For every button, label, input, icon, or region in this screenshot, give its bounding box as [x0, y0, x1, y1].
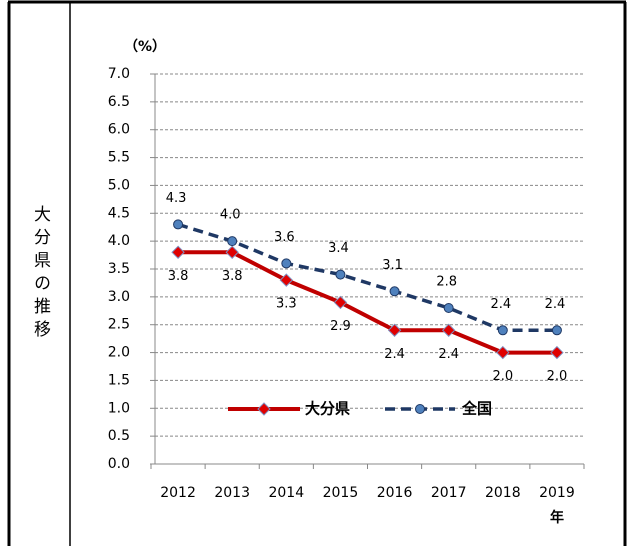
y-tick-label: 0.5	[108, 428, 130, 444]
x-tick-label: 2014	[268, 485, 304, 501]
data-point	[551, 325, 562, 336]
y-tick-label: 0.0	[108, 456, 130, 472]
series-line	[178, 250, 557, 355]
legend-label: 全国	[461, 400, 492, 418]
data-label: 2.4	[545, 297, 566, 312]
y-tick-label: 1.5	[108, 372, 130, 388]
y-tick-label: 3.0	[108, 289, 130, 305]
data-label: 2.4	[438, 347, 459, 362]
data-point	[496, 345, 510, 360]
y-tick-label: 3.5	[108, 261, 130, 277]
x-tick-label: 2015	[323, 485, 359, 501]
data-label: 4.0	[220, 208, 241, 223]
data-point	[279, 273, 294, 287]
y-tick-label: 6.0	[108, 122, 130, 138]
unit-label: （%）	[124, 39, 166, 55]
legend-marker	[257, 402, 271, 416]
data-label: 3.6	[274, 230, 295, 245]
row-label: 大分県の推移	[30, 205, 50, 343]
data-point	[225, 245, 239, 259]
data-point	[443, 303, 454, 313]
data-point	[387, 323, 402, 337]
data-label: 2.4	[384, 347, 405, 362]
y-tick-label: 5.5	[108, 150, 130, 166]
data-point	[333, 295, 348, 310]
data-label: 3.3	[276, 297, 297, 312]
x-tick-label: 2013	[214, 485, 250, 501]
data-label: 3.8	[222, 269, 243, 284]
data-point	[389, 286, 400, 297]
legend-marker	[415, 404, 425, 414]
y-tick-label: 6.5	[108, 94, 130, 110]
y-tick-label: 5.0	[108, 177, 130, 193]
data-label: 3.8	[168, 269, 189, 284]
y-tick-label: 2.5	[108, 317, 130, 333]
data-label: 2.8	[436, 275, 457, 290]
x-tick-label: 2017	[431, 485, 467, 501]
data-point	[335, 269, 346, 280]
series-line	[177, 222, 557, 333]
data-label: 2.0	[492, 369, 513, 384]
y-tick-label: 1.0	[108, 400, 130, 416]
data-point	[171, 245, 185, 259]
data-point	[173, 219, 184, 230]
data-point	[281, 258, 292, 269]
data-label: 2.4	[490, 297, 511, 312]
y-tick-label: 7.0	[108, 66, 130, 82]
data-point	[550, 345, 564, 360]
data-label: 3.1	[382, 258, 403, 273]
x-tick-label: 2012	[160, 485, 196, 501]
x-axis-label: 年	[550, 509, 564, 526]
data-point	[441, 323, 456, 337]
legend-label: 大分県	[305, 400, 350, 418]
data-point	[497, 325, 508, 336]
x-tick-label: 2019	[539, 485, 575, 501]
data-label: 4.3	[166, 191, 187, 206]
x-tick-label: 2018	[485, 485, 521, 501]
data-label: 2.0	[547, 369, 568, 384]
data-point	[227, 236, 238, 247]
y-tick-label: 4.0	[108, 233, 130, 249]
data-label: 3.4	[328, 241, 349, 256]
y-tick-label: 2.0	[108, 345, 130, 361]
y-tick-label: 4.5	[108, 205, 130, 221]
x-tick-label: 2016	[377, 485, 413, 501]
data-label: 2.9	[330, 319, 351, 334]
